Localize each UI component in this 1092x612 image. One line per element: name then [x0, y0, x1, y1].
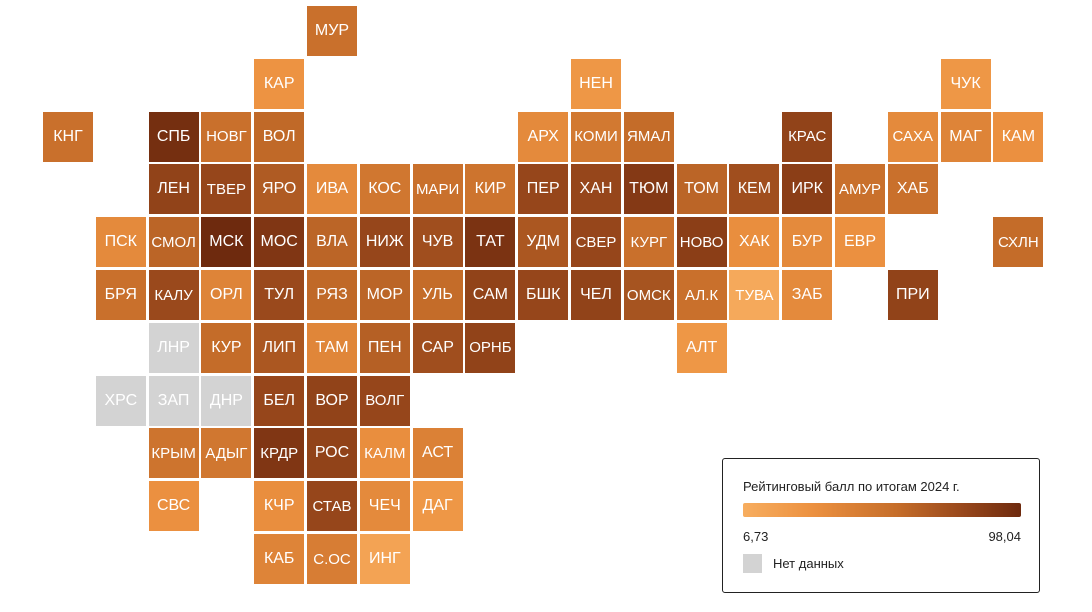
region-tile: КЕМ [729, 164, 780, 215]
region-tile: АЛТ [676, 322, 727, 373]
region-tile: ЧУВ [412, 217, 463, 268]
region-tile: САР [412, 322, 463, 373]
region-tile: БЕЛ [254, 375, 305, 426]
region-tile: ОРЛ [201, 270, 252, 320]
region-tile: ДНР [201, 375, 252, 426]
region-tile: АСТ [412, 428, 463, 479]
region-tile: УДМ [518, 217, 569, 268]
region-tile: С.ОС [307, 534, 357, 584]
legend-gradient-bar [743, 503, 1021, 517]
region-tile: БШК [518, 270, 569, 320]
region-tile: ПЕР [518, 164, 569, 215]
region-tile: УЛЬ [412, 270, 463, 320]
region-tile: ТАМ [307, 322, 357, 373]
region-tile: ЧУК [940, 58, 991, 109]
region-tile: ПРИ [887, 270, 938, 320]
region-tile: ХАБ [887, 164, 938, 215]
region-tile: МОР [359, 270, 410, 320]
region-tile: АЛ.К [676, 270, 727, 320]
region-tile: ЗАБ [782, 270, 833, 320]
region-tile: МСК [201, 217, 252, 268]
region-tile: ТВЕР [201, 164, 252, 215]
legend-title: Рейтинговый балл по итогам 2024 г. [743, 479, 960, 494]
region-tile: РОС [307, 428, 357, 479]
region-tile: ЛЕН [148, 164, 199, 215]
region-tile: ВОЛ [254, 111, 305, 162]
region-tile: ПЕН [359, 322, 410, 373]
region-tile: ЧЕЛ [571, 270, 621, 320]
region-tile: НОВО [676, 217, 727, 268]
region-tile: КОС [359, 164, 410, 215]
region-tile: КРДР [254, 428, 305, 479]
region-tile: АДЫГ [201, 428, 252, 479]
region-tile: КАЛМ [359, 428, 410, 479]
region-tile: ХРС [95, 375, 146, 426]
region-tile: ХАН [571, 164, 621, 215]
region-tile: МУР [307, 6, 357, 56]
region-tile: ИРК [782, 164, 833, 215]
region-tile: ВОР [307, 375, 357, 426]
region-tile: АМУР [835, 164, 885, 215]
region-tile: КОМИ [571, 111, 621, 162]
region-tile: КАБ [254, 534, 305, 584]
region-tile: ЯРО [254, 164, 305, 215]
legend: Рейтинговый балл по итогам 2024 г. 6,73 … [722, 458, 1040, 593]
region-tile: КИР [465, 164, 516, 215]
region-tile: ЕВР [835, 217, 885, 268]
region-tile: ОМСК [623, 270, 674, 320]
legend-min-label: 6,73 [743, 529, 769, 544]
region-tile: САХА [887, 111, 938, 162]
region-tile: ДАГ [412, 481, 463, 532]
region-tile: ИВА [307, 164, 357, 215]
region-tile: ВЛА [307, 217, 357, 268]
region-tile: НИЖ [359, 217, 410, 268]
region-tile: ТЮМ [623, 164, 674, 215]
region-tile: БУР [782, 217, 833, 268]
region-tile: ЛИП [254, 322, 305, 373]
region-tile: ПСК [95, 217, 146, 268]
region-tile: КУР [201, 322, 252, 373]
region-tile: КРЫМ [148, 428, 199, 479]
region-tile: КУРГ [623, 217, 674, 268]
no-data-label: Нет данных [773, 556, 844, 571]
region-tile: СХЛН [993, 217, 1044, 268]
region-tile: СТАВ [307, 481, 357, 532]
no-data-swatch [743, 554, 762, 573]
region-tile: НЕН [571, 58, 621, 109]
region-tile: КАМ [993, 111, 1044, 162]
region-tile: БРЯ [95, 270, 146, 320]
region-tile: МОС [254, 217, 305, 268]
region-tile: ХАК [729, 217, 780, 268]
region-tile: ЗАП [148, 375, 199, 426]
region-tile: ЧЕЧ [359, 481, 410, 532]
region-tile: САМ [465, 270, 516, 320]
region-tile: СПБ [148, 111, 199, 162]
region-tile: ТУЛ [254, 270, 305, 320]
region-tile: ТУВА [729, 270, 780, 320]
region-tile: МАГ [940, 111, 991, 162]
legend-max-label: 98,04 [988, 529, 1021, 544]
region-tile: СМОЛ [148, 217, 199, 268]
region-tile: ЛНР [148, 322, 199, 373]
region-tile: КАР [254, 58, 305, 109]
region-tile: КЧР [254, 481, 305, 532]
region-tile: АРХ [518, 111, 569, 162]
region-tile: ИНГ [359, 534, 410, 584]
region-tile: ЯМАЛ [623, 111, 674, 162]
region-tile: ОРНБ [465, 322, 516, 373]
region-tile: КАЛУ [148, 270, 199, 320]
region-tile: ТОМ [676, 164, 727, 215]
region-tile: ТАТ [465, 217, 516, 268]
region-tile: СВЕР [571, 217, 621, 268]
region-tile: НОВГ [201, 111, 252, 162]
region-tile: ВОЛГ [359, 375, 410, 426]
region-tile: КНГ [43, 111, 93, 162]
region-tile: КРАС [782, 111, 833, 162]
region-tile: СВС [148, 481, 199, 532]
region-tile: МАРИ [412, 164, 463, 215]
region-tile: РЯЗ [307, 270, 357, 320]
